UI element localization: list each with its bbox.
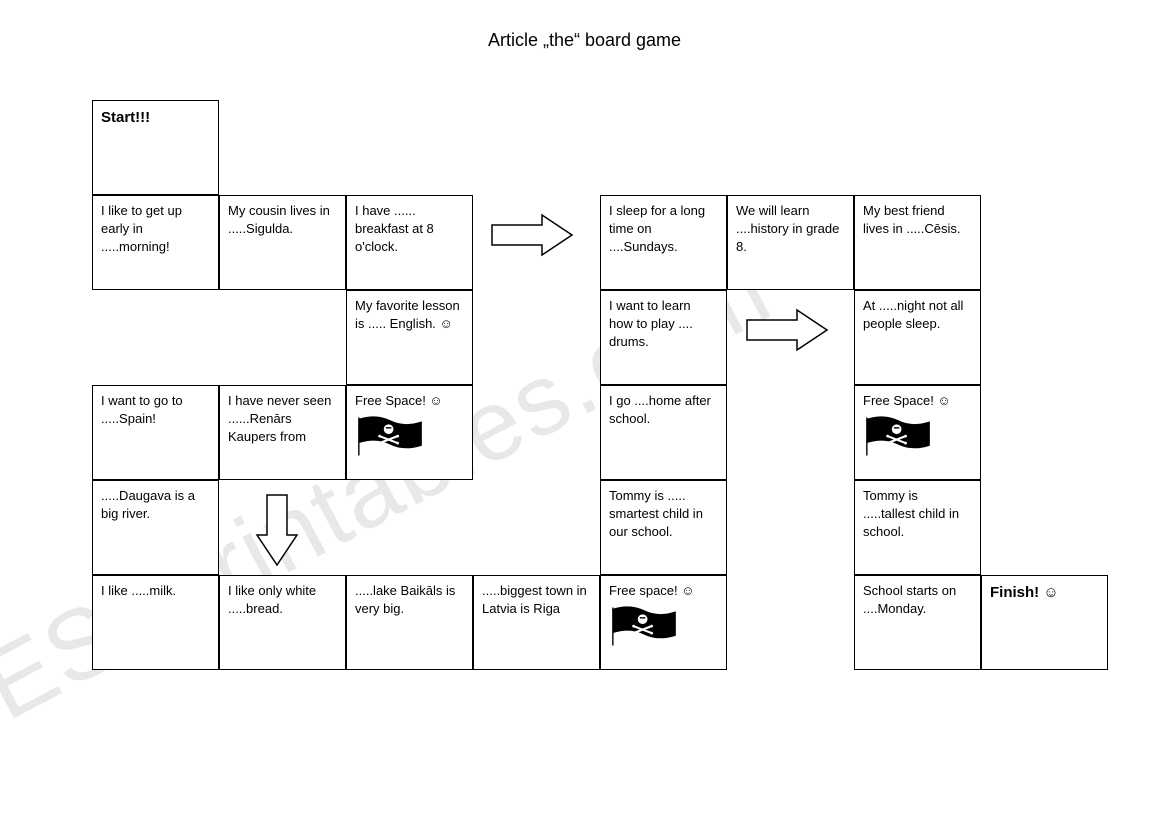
cell-text: My cousin lives in .....Sigulda. — [228, 203, 330, 236]
cell-text: Free Space! ☺ — [863, 393, 951, 408]
cell-text: .....Daugava is a big river. — [101, 488, 195, 521]
pirate-flag-icon — [609, 604, 679, 649]
board-cell-c13: I go ....home after school. — [600, 385, 727, 480]
pirate-flag-icon — [863, 414, 933, 459]
board-cell-c12: Free Space! ☺ — [346, 385, 473, 480]
board-cell-c3: I have ...... breakfast at 8 o'clock. — [346, 195, 473, 290]
board-cell-c15: .....Daugava is a big river. — [92, 480, 219, 575]
arrow-a2 — [742, 305, 832, 355]
arrow-right-icon — [742, 305, 832, 355]
board-cell-c18: I like .....milk. — [92, 575, 219, 670]
cell-text: Tommy is .....tallest child in school. — [863, 488, 959, 539]
board-cell-c22: Free space! ☺ — [600, 575, 727, 670]
board-cell-c2: My cousin lives in .....Sigulda. — [219, 195, 346, 290]
cell-text: I like only white .....bread. — [228, 583, 316, 616]
cell-text: Start!!! — [101, 109, 150, 126]
arrow-down-icon — [252, 490, 302, 570]
cell-text: I have never seen ......Renārs Kaupers f… — [228, 393, 331, 444]
cell-text: School starts on ....Monday. — [863, 583, 956, 616]
board-cell-c21: .....biggest town in Latvia is Riga — [473, 575, 600, 670]
board-cell-c14: Free Space! ☺ — [854, 385, 981, 480]
cell-text: Free space! ☺ — [609, 583, 695, 598]
board-cell-c9: At .....night not all people sleep. — [854, 290, 981, 385]
board-cell-c6: My best friend lives in .....Cēsis. — [854, 195, 981, 290]
cell-text: My best friend lives in .....Cēsis. — [863, 203, 961, 236]
cell-text: I want to go to .....Spain! — [101, 393, 183, 426]
cell-text: I want to learn how to play .... drums. — [609, 298, 693, 349]
cell-text: .....biggest town in Latvia is Riga — [482, 583, 587, 616]
cell-text: Tommy is ..... smartest child in our sch… — [609, 488, 703, 539]
board-cell-c16: Tommy is ..... smartest child in our sch… — [600, 480, 727, 575]
cell-text: I sleep for a long time on ....Sundays. — [609, 203, 705, 254]
board-cell-start: Start!!! — [92, 100, 219, 195]
board-cell-c23: School starts on ....Monday. — [854, 575, 981, 670]
board-cell-c20: .....lake Baikāls is very big. — [346, 575, 473, 670]
pirate-flag-icon — [355, 414, 425, 459]
board-cell-c17: Tommy is .....tallest child in school. — [854, 480, 981, 575]
cell-text: I like .....milk. — [101, 583, 176, 598]
cell-text: I like to get up early in .....morning! — [101, 203, 182, 254]
board-cell-c10: I want to go to .....Spain! — [92, 385, 219, 480]
cell-text: Free Space! ☺ — [355, 393, 443, 408]
cell-text: We will learn ....history in grade 8. — [736, 203, 839, 254]
board-cell-c7: My favorite lesson is ..... English. ☺ — [346, 290, 473, 385]
board-cell-c5: We will learn ....history in grade 8. — [727, 195, 854, 290]
board-cell-c4: I sleep for a long time on ....Sundays. — [600, 195, 727, 290]
cell-text: At .....night not all people sleep. — [863, 298, 963, 331]
cell-text: .....lake Baikāls is very big. — [355, 583, 455, 616]
arrow-a3 — [252, 490, 302, 570]
board-cell-finish: Finish! ☺ — [981, 575, 1108, 670]
page-title: Article „the“ board game — [0, 0, 1169, 51]
board-cell-c1: I like to get up early in .....morning! — [92, 195, 219, 290]
cell-text: Finish! ☺ — [990, 584, 1059, 601]
cell-text: My favorite lesson is ..... English. ☺ — [355, 298, 460, 331]
arrow-right-icon — [487, 210, 577, 260]
cell-text: I go ....home after school. — [609, 393, 711, 426]
arrow-a1 — [487, 210, 577, 260]
cell-text: I have ...... breakfast at 8 o'clock. — [355, 203, 434, 254]
board-cell-c11: I have never seen ......Renārs Kaupers f… — [219, 385, 346, 480]
board-cell-c8: I want to learn how to play .... drums. — [600, 290, 727, 385]
board-cell-c19: I like only white .....bread. — [219, 575, 346, 670]
